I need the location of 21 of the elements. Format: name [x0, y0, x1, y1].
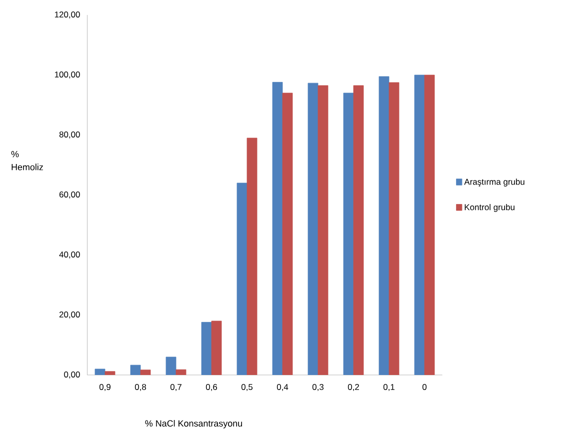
x-tick-label: 0,3: [312, 384, 324, 391]
legend-label: Araştırma grubu: [464, 178, 524, 187]
x-tick-label: 0,4: [276, 384, 288, 391]
x-axis-title: % NaCl Konsantrasyonu: [145, 420, 242, 428]
y-tick-label: 100,00: [54, 71, 80, 78]
y-tick-label: 20,00: [59, 311, 80, 318]
x-tick-label: 0,6: [206, 384, 218, 391]
x-tick-label: 0,7: [170, 384, 182, 391]
y-axis-title: % Hemoliz: [11, 151, 43, 170]
y-tick-label: 120,00: [54, 11, 80, 18]
x-tick-label: 0,5: [241, 384, 253, 391]
y-tick-label: 0,00: [64, 371, 80, 378]
y-tick-label: 40,00: [59, 251, 80, 258]
x-tick-label: 0,1: [383, 384, 394, 391]
x-tick-label: 0,8: [134, 384, 146, 391]
x-tick-label: 0,2: [348, 384, 359, 391]
legend-label: Kontrol grubu: [464, 204, 514, 212]
y-tick-label: 80,00: [59, 131, 80, 138]
x-tick-label: 0,9: [99, 384, 110, 391]
x-tick-label: 0: [422, 384, 427, 390]
y-tick-label: 60,00: [59, 191, 80, 198]
